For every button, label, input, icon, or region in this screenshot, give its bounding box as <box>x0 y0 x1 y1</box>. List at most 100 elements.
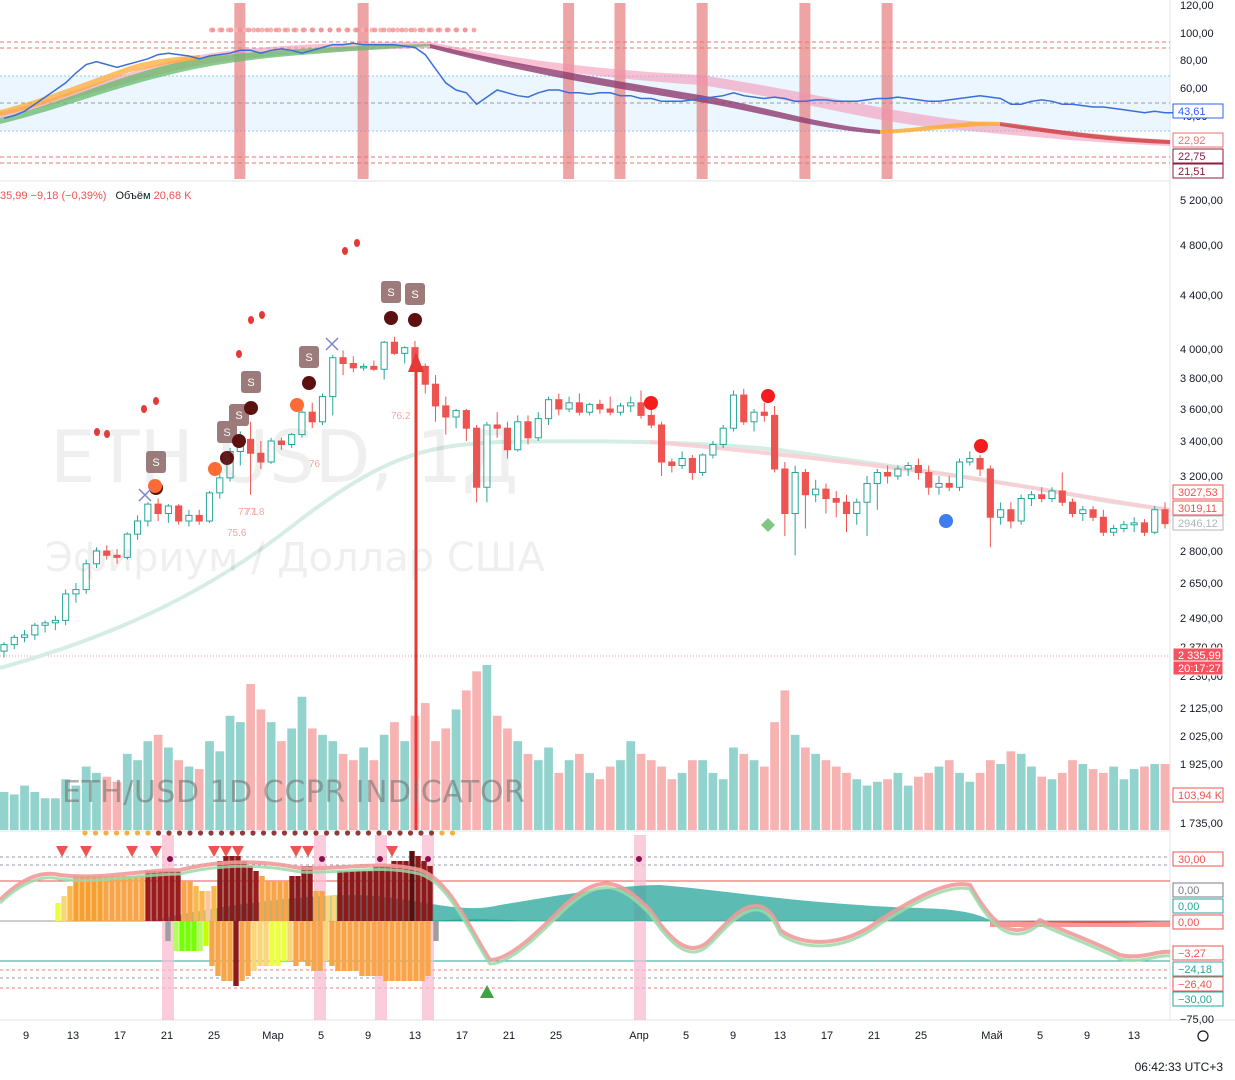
red-dot <box>354 239 360 247</box>
header-row: 35,99 −9,18 (−0,39%) Объём 20,68 K <box>0 190 192 202</box>
volume-bar <box>420 703 430 830</box>
volume-bar <box>523 753 533 830</box>
osc-bar <box>323 921 329 961</box>
candle-body <box>431 383 440 407</box>
candle-body <box>668 461 676 466</box>
candle-body <box>298 411 306 436</box>
osc-bar <box>403 861 409 921</box>
top-dot <box>403 27 409 33</box>
osc-bar <box>295 876 301 921</box>
osc-bar <box>217 861 223 921</box>
time-axis-tick: 21 <box>503 1030 515 1042</box>
candle-body <box>31 624 39 636</box>
candle-body <box>606 408 614 413</box>
osc-bar <box>97 876 103 921</box>
candle-body <box>1089 509 1097 518</box>
osc-value-tag-box <box>1172 991 1224 1007</box>
top-dot <box>259 27 265 33</box>
volume-bar <box>831 766 841 830</box>
cross-icon <box>325 337 339 351</box>
osc-bar <box>203 921 209 946</box>
osc-value-tag: 0,00 <box>1178 917 1199 929</box>
time-axis-tick: 9 <box>365 1030 371 1042</box>
top-marker-dot <box>334 830 340 836</box>
osc-bar <box>181 881 187 921</box>
signal-dot <box>636 856 642 862</box>
price-axis-tick: 3 200,00 <box>1180 471 1223 483</box>
top-marker-dot <box>355 830 361 836</box>
top-marker-dot <box>397 830 403 836</box>
osc-value-tag-box <box>1172 945 1224 961</box>
candle-body <box>524 421 532 439</box>
candle-body <box>616 405 625 413</box>
candle-body <box>1161 509 1169 525</box>
price-value-tag-box <box>1172 500 1224 516</box>
top-value-tag: 43,61 <box>1178 106 1206 118</box>
osc-bar <box>311 921 317 971</box>
time-axis-tick: Мар <box>262 1030 284 1042</box>
clock: 06:42:33 UTC+3 <box>1134 1060 1223 1074</box>
top-axis-tick: 60,00 <box>1180 83 1208 95</box>
candle-body <box>1099 516 1107 533</box>
volume-bar <box>862 785 872 830</box>
osc-value-tag-box <box>1172 961 1224 977</box>
volume-bar <box>564 760 574 830</box>
volume-bar <box>985 760 995 830</box>
osc-bar <box>109 876 115 921</box>
time-axis-tick: 5 <box>1037 1030 1043 1042</box>
volume-bar <box>585 772 595 830</box>
volume-bar <box>975 772 985 830</box>
top-dot <box>327 27 333 33</box>
time-axis-tick: 13 <box>67 1030 79 1042</box>
candle-body <box>575 402 583 413</box>
top-value-tag: 21,51 <box>1178 166 1206 178</box>
candle-body <box>770 414 779 470</box>
osc-bar <box>395 921 401 981</box>
top-dot <box>246 27 252 33</box>
volume-bar <box>842 772 851 830</box>
osc-bar <box>151 871 157 921</box>
volume-bar <box>698 760 708 830</box>
top-dot <box>462 27 468 33</box>
osc-bar <box>227 921 233 981</box>
signal-badge-bg <box>405 283 425 305</box>
time-axis-tick: 25 <box>550 1030 562 1042</box>
signal-dot <box>290 398 304 412</box>
volume-bar <box>1129 769 1139 830</box>
candle-body <box>688 458 696 473</box>
candle-body <box>894 468 902 477</box>
osc-bar <box>329 921 335 966</box>
highlight-column <box>357 3 369 179</box>
top-marker-dot <box>365 830 372 836</box>
candle-body <box>0 644 8 652</box>
price-value-tag-box <box>1172 515 1224 531</box>
volume-bar <box>390 722 399 830</box>
osc-bar <box>313 891 319 921</box>
sell-arrow-icon <box>232 846 244 857</box>
top-dot <box>336 27 342 33</box>
candle-body <box>514 421 522 451</box>
signal-badge-bg <box>229 404 249 426</box>
osc-highlight <box>634 835 646 1020</box>
sell-star-icon <box>302 376 316 390</box>
top-marker-dot <box>155 830 162 836</box>
top-marker-dot <box>281 830 288 836</box>
time-axis-tick: Май <box>981 1030 1003 1042</box>
candle-body <box>483 424 491 488</box>
osc-bar <box>331 896 337 921</box>
osc-bar <box>259 876 265 921</box>
price-axis-tick: 1 735,00 <box>1180 818 1223 830</box>
price-axis-tick: 4 800,00 <box>1180 240 1223 252</box>
signal-dot <box>377 856 383 862</box>
osc-bar <box>401 921 407 981</box>
candle-body <box>277 440 285 445</box>
signal-dot <box>208 462 222 476</box>
time-axis-tick: Апр <box>629 1030 648 1042</box>
candle-body <box>92 550 101 565</box>
candle-body <box>1007 509 1015 522</box>
volume-bar <box>708 772 718 830</box>
osc-bar <box>271 881 277 921</box>
volume-bar <box>348 760 358 830</box>
volume-bar <box>605 766 615 830</box>
candle-body <box>20 634 29 638</box>
